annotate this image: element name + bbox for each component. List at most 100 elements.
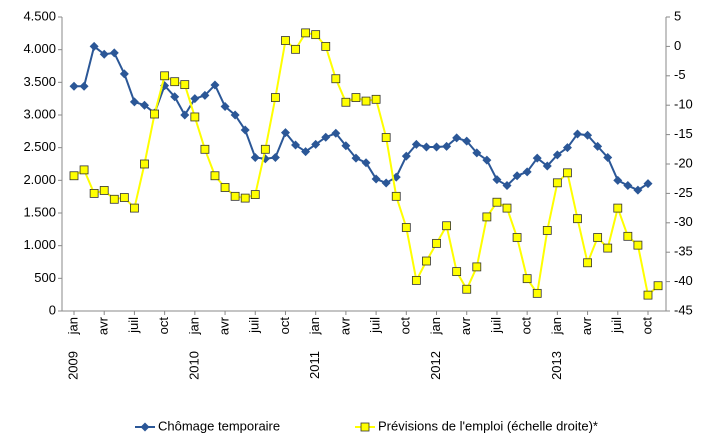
point [109, 48, 119, 58]
point [512, 233, 522, 242]
year-label: 2010 [186, 351, 201, 380]
point [270, 152, 280, 162]
y2-tick-label: 0 [674, 38, 681, 53]
point [542, 161, 552, 171]
year-label: 2009 [65, 351, 80, 380]
point [341, 141, 351, 151]
y2-tick-label: 5 [674, 8, 681, 23]
point [482, 155, 492, 165]
y-tick-label: 4.500 [23, 8, 56, 23]
y-tick-label: 3.500 [23, 74, 56, 89]
point [603, 152, 613, 162]
point [371, 174, 381, 184]
point [200, 90, 210, 100]
point [280, 128, 290, 138]
point [563, 168, 572, 178]
legend-label: Chômage temporaire [158, 418, 280, 433]
point [260, 144, 270, 154]
point [492, 175, 502, 185]
legend-marker [140, 422, 150, 432]
point [442, 141, 452, 151]
x-tick-label: jan [65, 317, 80, 335]
x-tick-label: oct [277, 317, 292, 335]
point [311, 30, 321, 40]
x-tick-label: juil [488, 317, 503, 334]
point [421, 142, 431, 152]
x-tick-label: oct [639, 317, 654, 335]
y-tick-label: 2.000 [23, 172, 56, 187]
x-tick-label: juil [368, 317, 383, 334]
point [291, 140, 301, 150]
point [391, 191, 401, 201]
point [210, 171, 220, 181]
point [291, 44, 300, 54]
point [170, 92, 180, 102]
point [119, 69, 129, 79]
point [139, 100, 149, 110]
point [552, 150, 562, 160]
point [532, 288, 542, 298]
point [220, 102, 230, 112]
point [180, 110, 190, 120]
point [573, 129, 582, 139]
point [422, 256, 431, 266]
point [321, 42, 331, 51]
x-tick-label: jan [186, 317, 201, 335]
point [502, 203, 512, 213]
year-label: 2013 [549, 351, 564, 380]
point [301, 28, 311, 38]
x-tick-label: avr [458, 316, 473, 335]
x-tick-label: oct [519, 317, 534, 335]
point [130, 203, 139, 213]
point [119, 193, 129, 202]
point [331, 74, 341, 84]
point [230, 110, 240, 120]
y-tick-label: 3.000 [23, 106, 56, 121]
point [472, 262, 482, 272]
x-tick-label: avr [337, 316, 352, 335]
point [69, 171, 79, 181]
point [603, 243, 613, 253]
y2-tick-label: -35 [674, 244, 693, 259]
point [512, 171, 522, 181]
point [381, 133, 391, 142]
point [129, 97, 139, 107]
point [281, 36, 290, 45]
x-tick-label: jan [549, 317, 564, 335]
point [140, 159, 149, 169]
x-tick-label: juil [247, 317, 262, 334]
point [623, 181, 633, 191]
point [432, 238, 441, 248]
point [442, 221, 451, 231]
point [482, 212, 492, 222]
point [401, 151, 411, 161]
y2-tick-label: -20 [674, 155, 693, 170]
point [532, 153, 542, 163]
x-tick-label: jan [307, 317, 322, 335]
point [411, 139, 421, 149]
x-tick-label: juil [609, 317, 624, 334]
point [341, 97, 351, 107]
y-tick-label: 4.000 [23, 41, 56, 56]
point [633, 185, 643, 195]
point [150, 109, 159, 119]
point [573, 214, 582, 224]
point [270, 93, 280, 102]
y-tick-label: 1.000 [23, 237, 56, 252]
point [381, 178, 391, 188]
point [321, 132, 331, 142]
point [160, 71, 170, 81]
y2-tick-label: -25 [674, 185, 693, 200]
point [109, 194, 119, 204]
point [180, 80, 190, 90]
point [562, 143, 572, 153]
point [462, 284, 472, 294]
x-tick-label: juil [126, 317, 141, 334]
point [613, 175, 623, 185]
point [492, 197, 502, 207]
y-tick-label: 1.500 [23, 204, 56, 219]
point [371, 94, 381, 104]
y2-tick-label: -45 [674, 302, 693, 317]
point [79, 165, 89, 175]
x-tick-label: avr [216, 316, 231, 335]
